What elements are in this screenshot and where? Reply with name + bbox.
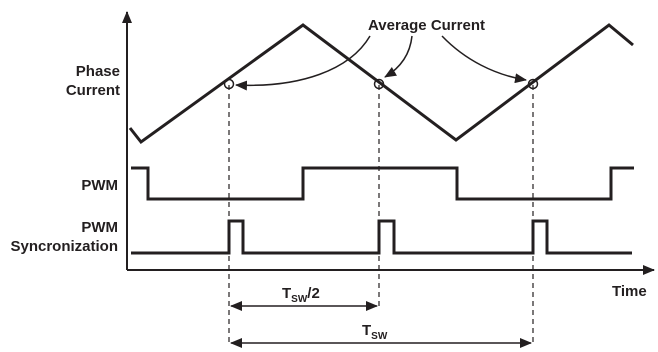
pwm-waveform [131,166,634,201]
phase-current-label-line2: Current [66,82,120,99]
tsw-half-subscript: SW [291,294,308,305]
average-current-label: Average Current [368,17,485,34]
callout-arrow-1 [235,35,371,91]
phase-current-label-line1: Phase [76,63,120,80]
pwm-label: PWM [81,177,118,194]
phase-current-waveform [128,23,634,145]
tsw-main: T [362,322,371,339]
average-point-3 [527,78,539,90]
average-point-1 [223,78,235,90]
pwm-sync-label-line1: PWM [81,219,118,236]
tsw-half-suffix: /2 [307,285,320,302]
tsw-label: TSW [362,322,388,342]
tsw-half-label: TSW/2 [282,285,320,305]
pwm-sync-waveform [131,219,632,255]
callout-arrow-2 [384,35,413,78]
tsw-half-main: T [282,285,291,302]
callout-arrow-3 [441,35,527,84]
tsw-subscript: SW [371,331,388,342]
average-point-2 [373,78,385,90]
time-label: Time [612,283,647,300]
pwm-sync-label-line2: Syncronization [10,238,118,255]
